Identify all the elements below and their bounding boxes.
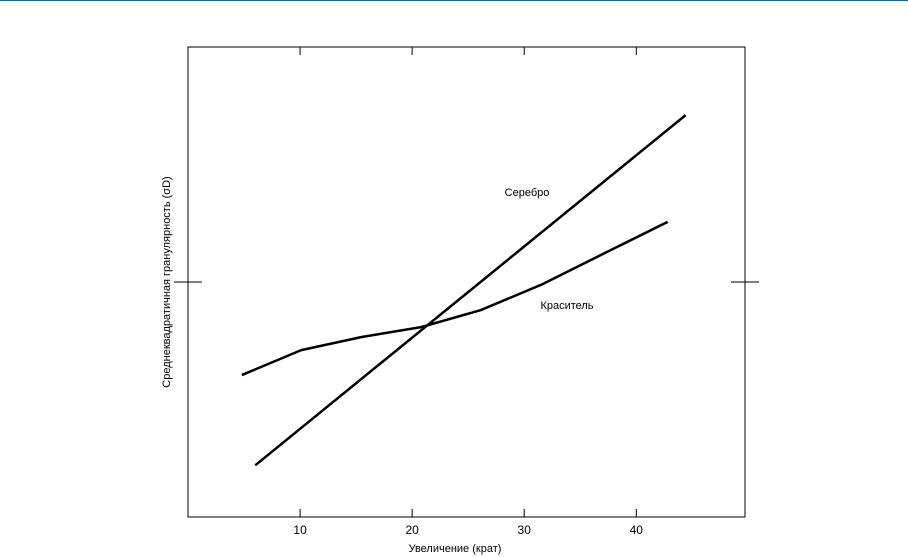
plot-frame [187, 46, 746, 518]
x-tick-label: 40 [630, 523, 644, 537]
series-label: Краситель [540, 300, 593, 312]
x-tick-label: 30 [518, 523, 532, 537]
series-line [241, 220, 669, 377]
series-label: Серебро [505, 187, 550, 199]
x-axis-label: Увеличение (крат) [409, 543, 502, 555]
x-tick-label: 20 [405, 523, 419, 537]
x-tick-label: 10 [293, 523, 307, 537]
y-axis-label: Среднеквадратичная гранулярность (σD) [161, 176, 173, 387]
series-line [254, 114, 687, 467]
